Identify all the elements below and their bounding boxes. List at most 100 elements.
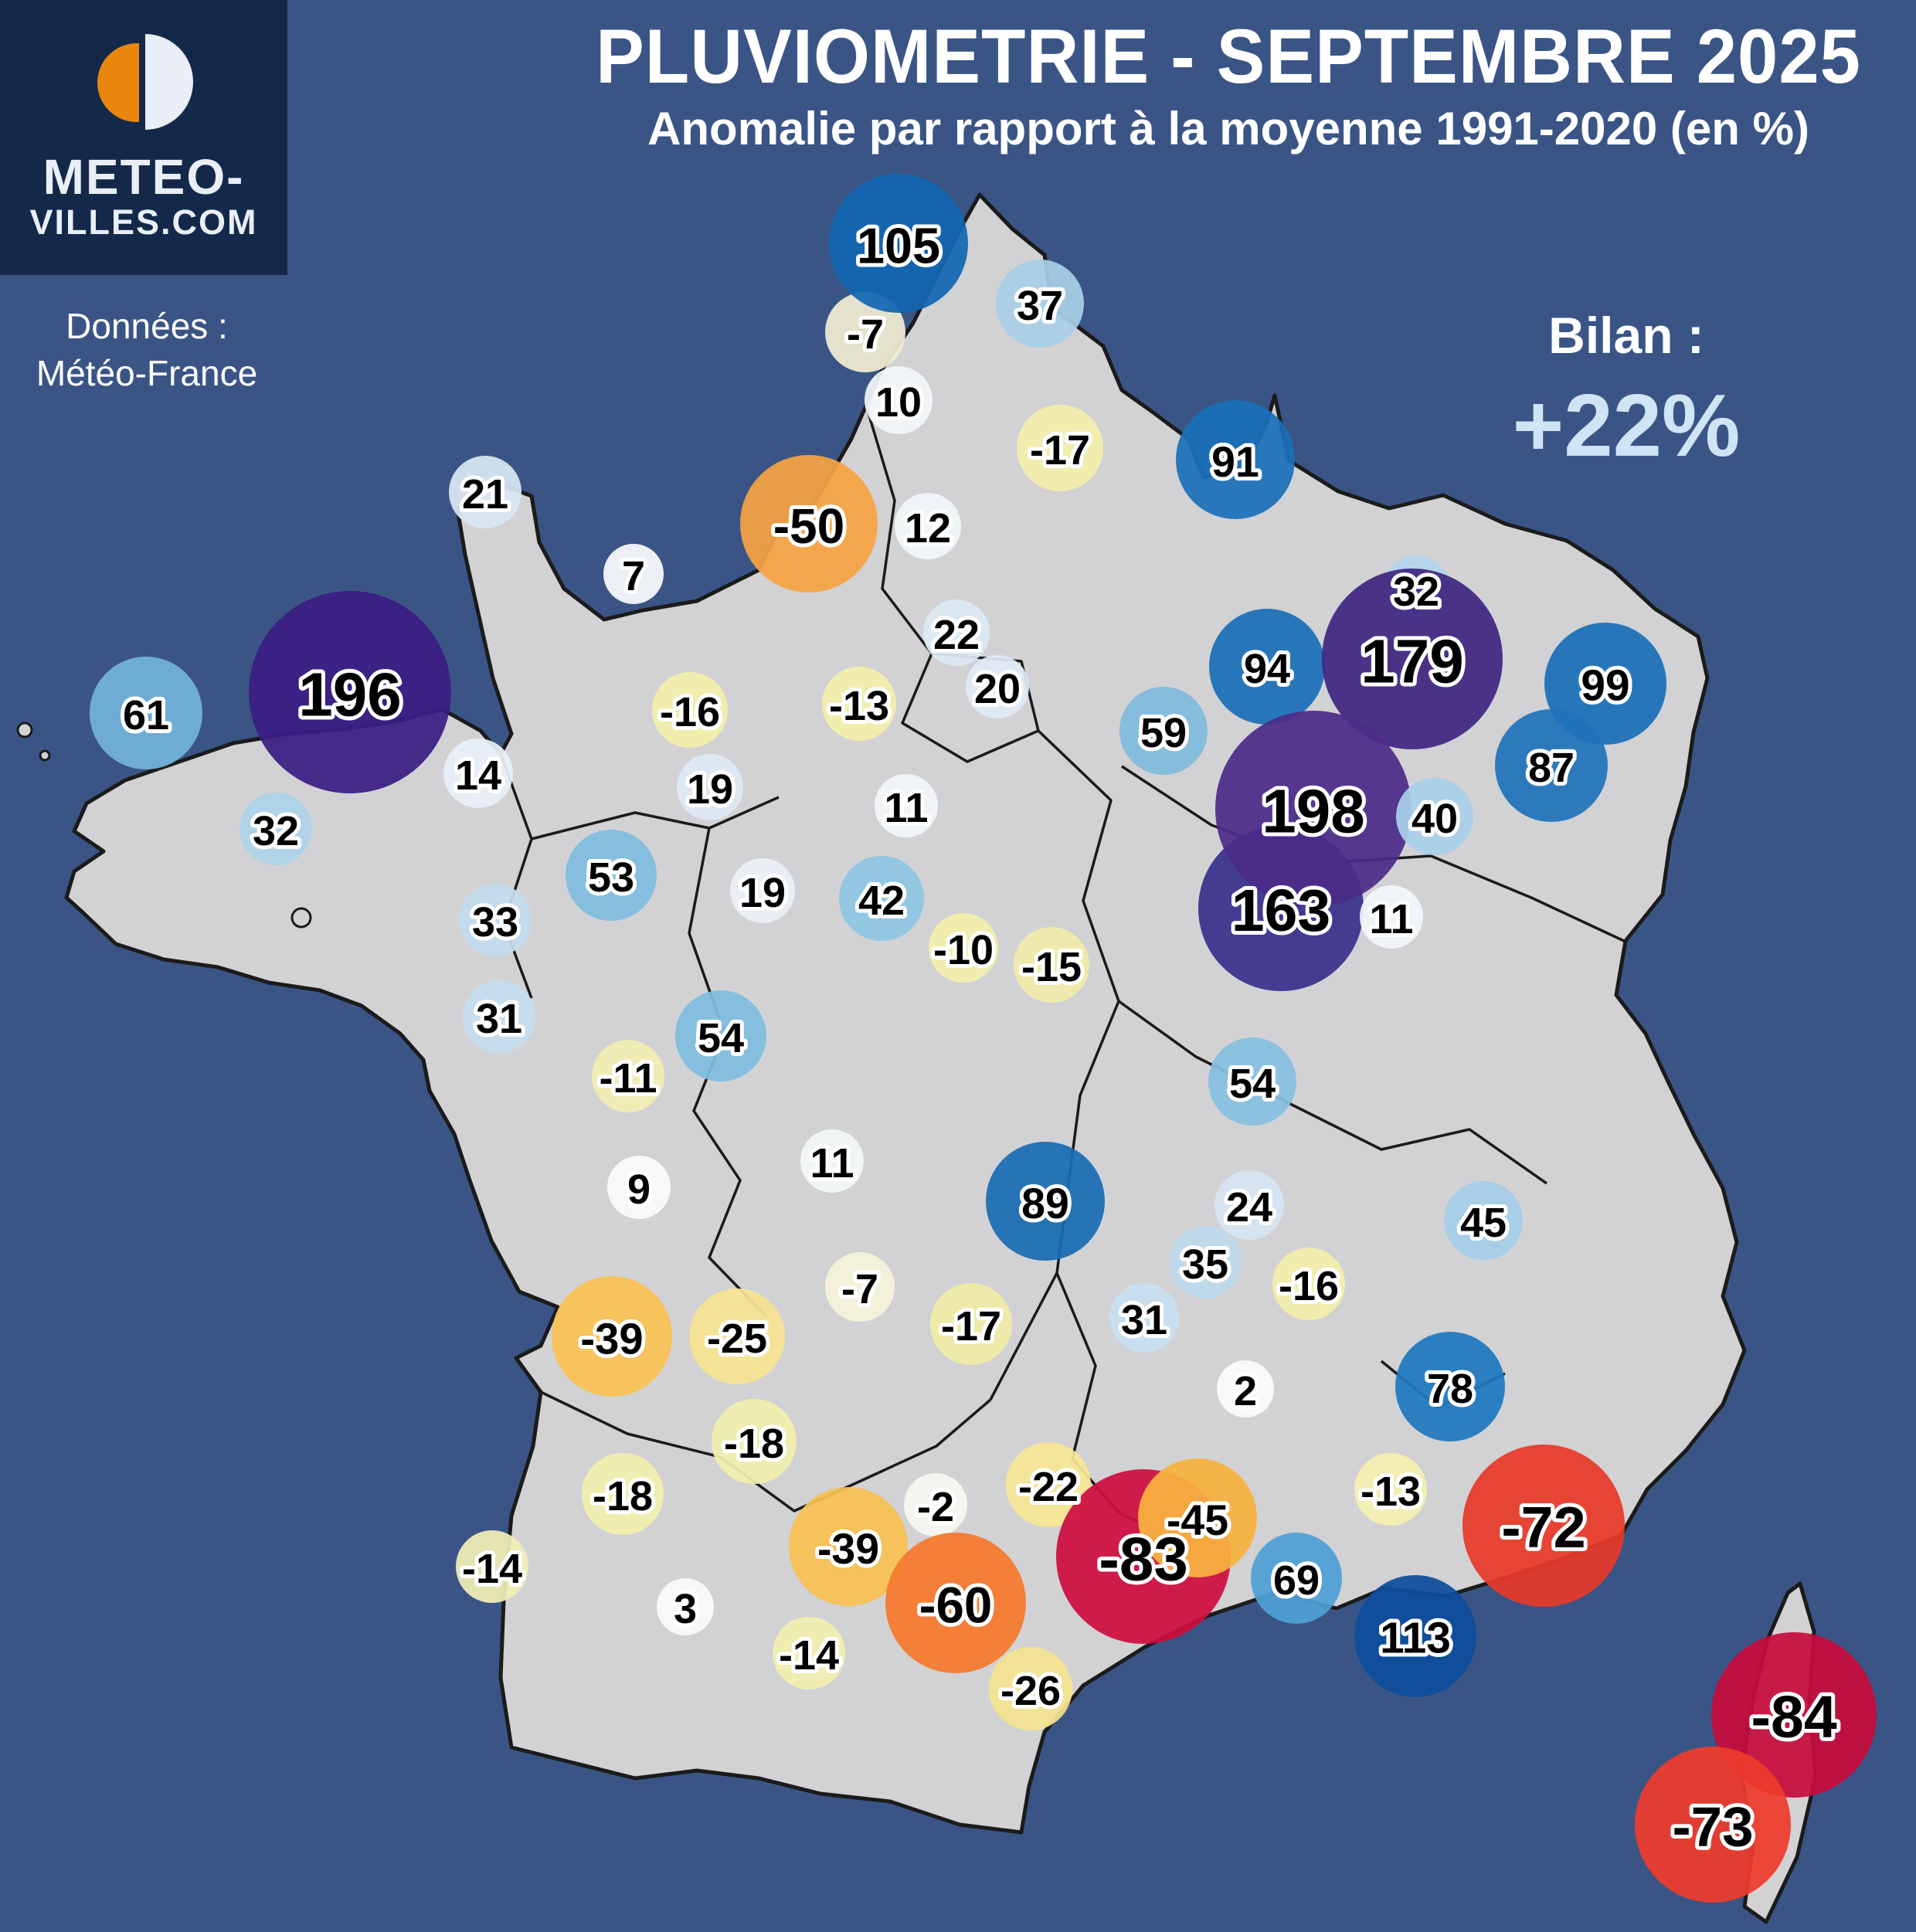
anomaly-bubble xyxy=(1176,400,1295,519)
logo-sun-moon-icon xyxy=(97,34,193,130)
logo-white-half xyxy=(145,34,193,130)
anomaly-bubble xyxy=(1169,1226,1242,1299)
anomaly-value-label: -10 xyxy=(933,927,994,973)
anomaly-value-label: 21 xyxy=(462,471,508,518)
anomaly-bubble xyxy=(1354,1453,1427,1526)
anomaly-bubble xyxy=(1635,1747,1791,1903)
data-source: Données : Météo-France xyxy=(3,303,290,396)
region-border xyxy=(499,753,992,1513)
data-source-line2: Météo-France xyxy=(36,352,258,393)
anomaly-value-label: -17 xyxy=(941,1303,1001,1350)
anomaly-bubble xyxy=(463,980,535,1053)
anomaly-value-label: 19 xyxy=(739,870,786,916)
anomaly-bubble xyxy=(1214,1170,1284,1240)
island xyxy=(39,749,51,762)
anomaly-value-label: -2 xyxy=(917,1484,954,1530)
anomaly-bubble xyxy=(1119,687,1208,775)
anomaly-value-label: 198 xyxy=(1262,777,1364,846)
anomaly-bubble xyxy=(675,990,766,1081)
anomaly-bubble xyxy=(875,774,938,837)
anomaly-bubble xyxy=(1272,1248,1345,1320)
anomaly-value-label: 61 xyxy=(123,692,169,739)
page-title: PLUVIOMETRIE - SEPTEMBRE 2025 xyxy=(596,13,1861,100)
anomaly-value-label: 105 xyxy=(857,218,940,274)
anomaly-bubble xyxy=(566,830,657,921)
anomaly-value-label: -7 xyxy=(847,311,884,358)
anomaly-bubble xyxy=(1322,569,1503,749)
anomaly-bubble xyxy=(1396,778,1473,855)
anomaly-value-label: 11 xyxy=(810,1140,854,1187)
anomaly-bubble xyxy=(652,672,728,748)
anomaly-value-label: -18 xyxy=(593,1473,653,1519)
anomaly-bubble xyxy=(1354,1575,1476,1697)
anomaly-bubble xyxy=(1209,609,1325,725)
anomaly-bubble xyxy=(895,493,961,559)
island xyxy=(290,907,312,929)
anomaly-bubble xyxy=(1395,1332,1505,1441)
anomaly-bubble xyxy=(552,1276,672,1397)
anomaly-bubble xyxy=(1006,1442,1091,1527)
anomaly-bubble xyxy=(592,1040,664,1112)
anomaly-value-label: -18 xyxy=(724,1421,784,1467)
anomaly-value-label: 32 xyxy=(253,808,299,854)
anomaly-value-label: -14 xyxy=(462,1546,522,1592)
anomaly-value-label: 69 xyxy=(1273,1557,1320,1604)
logo-text-line1: METEO- xyxy=(42,149,245,205)
logo-text-line2: VILLES.COM xyxy=(29,202,258,242)
anomaly-value-label: 37 xyxy=(1017,283,1063,329)
region-border xyxy=(989,1000,1548,1548)
anomaly-value-label: -7 xyxy=(841,1266,878,1312)
anomaly-value-label: 24 xyxy=(1226,1184,1272,1231)
logo-orange-half xyxy=(97,43,139,122)
anomaly-value-label: -50 xyxy=(773,498,845,554)
anomaly-value-label: 10 xyxy=(875,379,922,426)
anomaly-value-label: 54 xyxy=(1229,1061,1276,1107)
anomaly-bubble xyxy=(1711,1632,1877,1798)
anomaly-bubble xyxy=(449,456,521,528)
anomaly-value-label: 179 xyxy=(1361,627,1463,696)
anomaly-value-label: -22 xyxy=(1018,1464,1079,1510)
anomaly-value-label: 78 xyxy=(1427,1366,1473,1412)
anomaly-bubble xyxy=(1495,709,1608,822)
data-source-line1: Données : xyxy=(66,306,228,346)
anomaly-bubble xyxy=(923,599,990,666)
anomaly-bubble xyxy=(773,1617,845,1689)
anomaly-bubble xyxy=(966,655,1029,718)
anomaly-value-label: 99 xyxy=(1581,662,1629,711)
anomaly-value-label: 7 xyxy=(622,553,645,599)
anomaly-bubble xyxy=(740,455,878,593)
anomaly-value-label: -39 xyxy=(580,1315,643,1363)
anomaly-value-label: 22 xyxy=(933,612,980,658)
anomaly-value-label: 113 xyxy=(1380,1615,1451,1663)
bilan-label: Bilan : xyxy=(1548,307,1704,364)
anomaly-bubble xyxy=(825,1252,895,1322)
meteo-villes-logo: METEO- VILLES.COM xyxy=(0,0,287,275)
anomaly-value-label: 42 xyxy=(858,878,905,924)
anomaly-value-label: 35 xyxy=(1182,1241,1228,1288)
anomaly-value-label: 9 xyxy=(627,1166,651,1213)
bubble-circles-layer xyxy=(90,174,1877,1903)
anomaly-value-label: 2 xyxy=(1234,1368,1257,1414)
anomaly-bubble xyxy=(829,174,968,313)
anomaly-bubble xyxy=(689,1289,785,1384)
anomaly-value-label: 11 xyxy=(1369,896,1413,942)
anomaly-value-label: -13 xyxy=(1361,1469,1421,1515)
anomaly-bubble xyxy=(1544,623,1666,745)
anomaly-value-label: 89 xyxy=(1021,1180,1069,1227)
anomaly-bubble xyxy=(1208,1037,1296,1126)
island xyxy=(16,722,33,739)
anomaly-bubble xyxy=(930,1283,1012,1365)
anomaly-value-label: -72 xyxy=(1501,1496,1585,1560)
anomaly-value-label: 20 xyxy=(974,666,1021,712)
anomaly-value-label: 11 xyxy=(884,785,928,831)
anomaly-value-label: 54 xyxy=(698,1015,744,1061)
anomaly-bubble xyxy=(1138,1458,1257,1577)
anomaly-bubble xyxy=(1360,885,1423,949)
anomaly-bubble xyxy=(603,544,664,604)
anomaly-bubble xyxy=(1017,405,1103,491)
anomaly-value-label: 32 xyxy=(1393,569,1439,615)
anomaly-bubble xyxy=(1444,1181,1523,1260)
anomaly-bubble xyxy=(996,260,1084,348)
